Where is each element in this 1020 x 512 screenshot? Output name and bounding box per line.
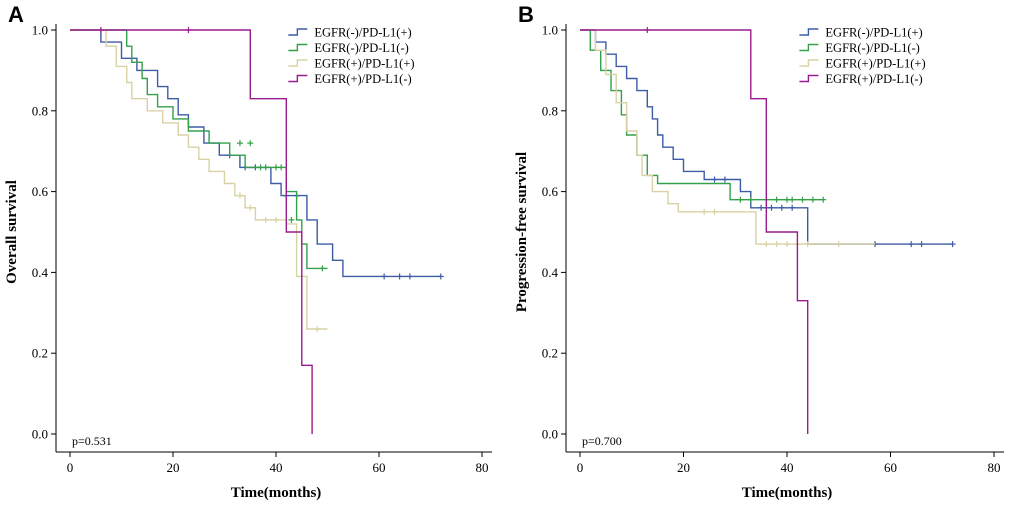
legend-label-egfr-pd-l1: EGFR(+)/PD-L1(-) [314, 72, 411, 86]
progression-free-survival-plot: 0.0 0.2 0.4 0.6 0.8 1.0 0 20 40 60 80 Time(months) P… [514, 23, 1004, 501]
legend-label-egfr-pd-l1: EGFR(-)/PD-L1(-) [314, 41, 408, 55]
x-tick-label: 80 [988, 460, 1001, 475]
legend-symbol-egfr-pd-l1 [799, 28, 819, 36]
x-axis-title: Time(months) [742, 485, 833, 501]
series-egfr-pd-l1 [70, 29, 328, 332]
series-egfr-pd-l1 [580, 29, 956, 248]
legend-label-egfr-pd-l1: EGFR(-)/PD-L1(-) [825, 41, 919, 55]
series-egfr-pd-l1 [580, 27, 809, 434]
y-tick-label: 0.6 [542, 184, 559, 199]
legend-label-egfr-pd-l1: EGFR(-)/PD-L1(+) [314, 26, 411, 40]
legend-symbol-egfr-pd-l1 [799, 59, 819, 67]
series-line-egfr-pd-l1 [580, 29, 809, 434]
y-tick-label: 1.0 [32, 23, 48, 38]
legend-symbol-egfr-pd-l1 [288, 28, 308, 36]
x-axis-title: Time(months) [231, 485, 322, 501]
x-tick-label: 60 [884, 460, 897, 475]
y-axis-title: Progression-free survival [514, 152, 530, 312]
legend-symbol-egfr-pd-l1 [799, 43, 819, 52]
series-line-egfr-pd-l1 [70, 29, 328, 330]
y-tick-label: 0.0 [32, 427, 48, 442]
y-tick-label: 0.2 [542, 346, 558, 361]
legend-symbol-egfr-pd-l1 [288, 43, 308, 52]
p-value: p=0.531 [72, 434, 112, 448]
legend-symbol-egfr-pd-l1 [288, 59, 308, 67]
x-tick-label: 40 [781, 460, 794, 475]
x-tick-label: 80 [476, 460, 489, 475]
panel-progression-free-survival: B 0.0 0.2 0.4 0.6 0.8 1.0 0 20 40 60 80 Time(months… [510, 0, 1020, 512]
x-tick-label: 40 [270, 460, 283, 475]
axes: 0.0 0.2 0.4 0.6 0.8 1.0 0 20 40 60 80 [32, 23, 492, 475]
series-egfr-pd-l1 [70, 27, 313, 434]
legend: EGFR(-)/PD-L1(+)EGFR(-)/PD-L1(-) EGFR(+)/… [799, 26, 926, 86]
x-tick-label: 0 [67, 460, 74, 475]
legend-label-egfr-pd-l1: EGFR(+)/PD-L1(-) [825, 72, 922, 86]
series-line-egfr-pd-l1 [70, 29, 328, 270]
y-axis-title: Overall survival [4, 180, 20, 284]
legend-label-egfr-pd-l1: EGFR(+)/PD-L1(+) [314, 57, 414, 71]
x-tick-label: 0 [577, 460, 584, 475]
panel-overall-survival: A 0.0 0.2 0.4 0.6 0.8 1.0 0 20 40 60 80 Time(months… [0, 0, 508, 512]
panel-label-b: B [518, 2, 534, 27]
y-tick-label: 0.4 [542, 265, 559, 280]
y-tick-label: 0.6 [32, 184, 49, 199]
legend-symbol-egfr-pd-l1 [799, 74, 819, 83]
overall-survival-plot: 0.0 0.2 0.4 0.6 0.8 1.0 0 20 40 60 80 Time(months) O… [4, 23, 492, 501]
y-tick-label: 0.8 [542, 103, 558, 118]
legend: EGFR(-)/PD-L1(+)EGFR(-)/PD-L1(-) EGFR(+)/… [288, 26, 415, 86]
legend-label-egfr-pd-l1: EGFR(-)/PD-L1(+) [825, 26, 922, 40]
legend-label-egfr-pd-l1: EGFR(+)/PD-L1(+) [825, 57, 925, 71]
x-tick-label: 20 [167, 460, 180, 475]
legend-symbol-egfr-pd-l1 [288, 74, 308, 83]
series-egfr-pd-l1 [580, 29, 827, 203]
p-value: p=0.700 [582, 434, 622, 448]
series-line-egfr-pd-l1 [70, 29, 313, 434]
series-line-egfr-pd-l1 [580, 29, 953, 245]
x-tick-label: 60 [373, 460, 386, 475]
y-tick-label: 0.0 [542, 427, 558, 442]
series-egfr-pd-l1 [70, 29, 328, 272]
y-tick-label: 0.8 [32, 103, 48, 118]
y-tick-label: 0.2 [32, 346, 48, 361]
y-tick-label: 1.0 [542, 23, 558, 38]
axes: 0.0 0.2 0.4 0.6 0.8 1.0 0 20 40 60 80 [542, 23, 1004, 475]
y-tick-label: 0.4 [32, 265, 49, 280]
panel-label-a: A [8, 2, 24, 27]
x-tick-label: 20 [677, 460, 690, 475]
